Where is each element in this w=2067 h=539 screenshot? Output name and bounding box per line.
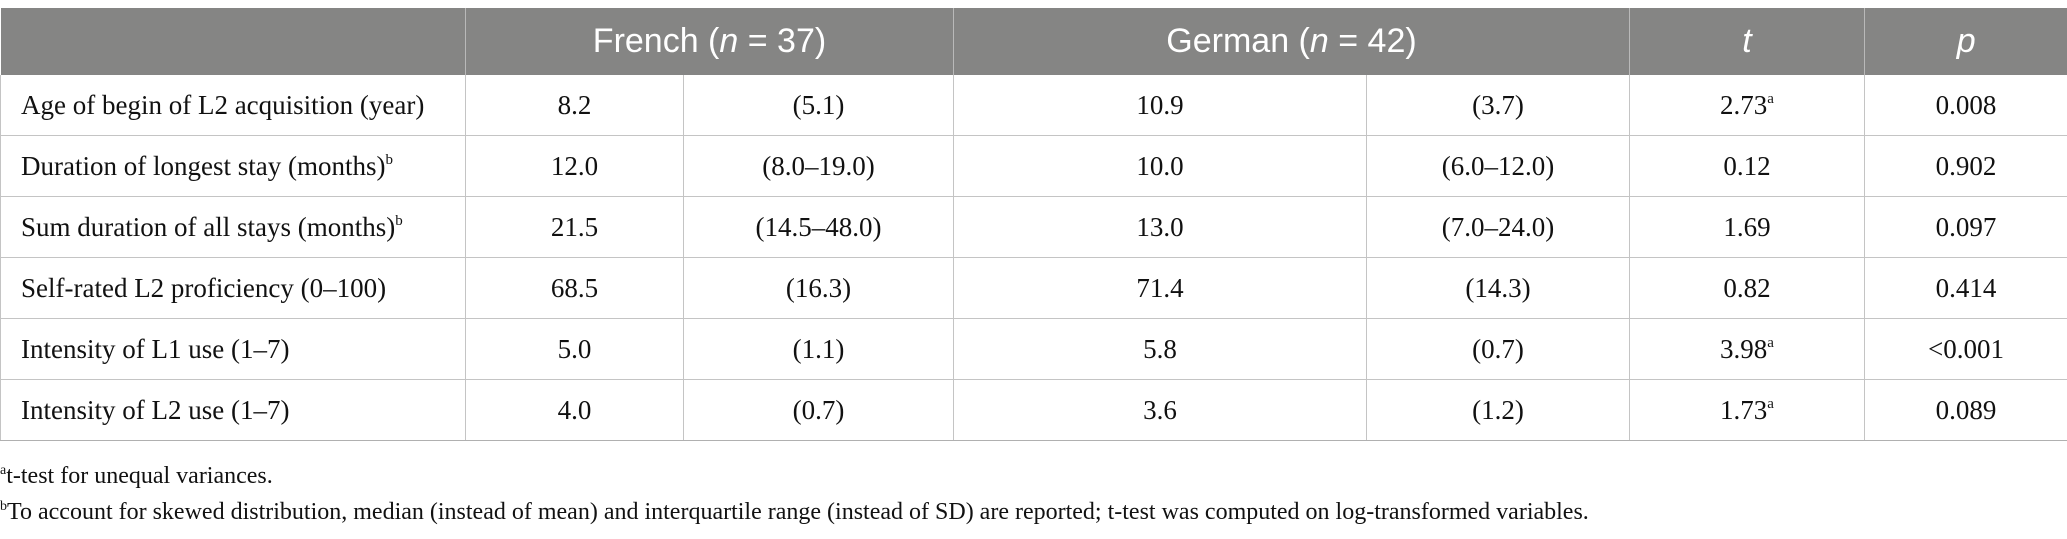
p-value: 0.902 <box>1864 135 2067 197</box>
table-row: Intensity of L2 use (1–7) 4.0 (0.7) 3.6 … <box>0 379 2067 441</box>
table-row: Duration of longest stay (months)b 12.0 … <box>0 135 2067 197</box>
row-label: Duration of longest stay (months)b <box>0 135 466 197</box>
p-value: 0.097 <box>1864 196 2067 258</box>
header-t: t <box>1629 8 1865 75</box>
french-spread: (1.1) <box>683 318 954 380</box>
german-spread: (6.0–12.0) <box>1366 135 1630 197</box>
german-value: 10.0 <box>953 135 1367 197</box>
german-spread: (3.7) <box>1366 75 1630 136</box>
data-table: French (n = 37) German (n = 42) t p Age … <box>0 8 2067 441</box>
german-value: 10.9 <box>953 75 1367 136</box>
german-spread: (1.2) <box>1366 379 1630 441</box>
header-p: p <box>1864 8 2067 75</box>
t-value: 0.12 <box>1629 135 1865 197</box>
p-value: <0.001 <box>1864 318 2067 380</box>
table-header: French (n = 37) German (n = 42) t p <box>0 8 2067 75</box>
german-spread: (0.7) <box>1366 318 1630 380</box>
table-row: Self-rated L2 proficiency (0–100) 68.5 (… <box>0 257 2067 319</box>
french-spread: (5.1) <box>683 75 954 136</box>
header-blank <box>0 8 466 75</box>
german-value: 71.4 <box>953 257 1367 319</box>
french-value: 21.5 <box>465 196 684 258</box>
header-german: German (n = 42) <box>953 8 1630 75</box>
row-label: Self-rated L2 proficiency (0–100) <box>0 257 466 319</box>
french-value: 8.2 <box>465 75 684 136</box>
p-value: 0.089 <box>1864 379 2067 441</box>
table-container: French (n = 37) German (n = 42) t p Age … <box>0 8 2067 441</box>
t-value: 1.73a <box>1629 379 1865 441</box>
row-label: Intensity of L2 use (1–7) <box>0 379 466 441</box>
table-row: Age of begin of L2 acquisition (year) 8.… <box>0 75 2067 136</box>
french-spread: (16.3) <box>683 257 954 319</box>
footnotes: at-test for unequal variances. bTo accou… <box>0 460 2060 532</box>
french-spread: (0.7) <box>683 379 954 441</box>
p-value: 0.008 <box>1864 75 2067 136</box>
table-row: Sum duration of all stays (months)b 21.5… <box>0 196 2067 258</box>
t-value: 3.98a <box>1629 318 1865 380</box>
row-label: Intensity of L1 use (1–7) <box>0 318 466 380</box>
t-value: 1.69 <box>1629 196 1865 258</box>
german-value: 13.0 <box>953 196 1367 258</box>
french-value: 68.5 <box>465 257 684 319</box>
t-value: 0.82 <box>1629 257 1865 319</box>
german-spread: (14.3) <box>1366 257 1630 319</box>
french-spread: (14.5–48.0) <box>683 196 954 258</box>
french-value: 5.0 <box>465 318 684 380</box>
t-value: 2.73a <box>1629 75 1865 136</box>
french-value: 4.0 <box>465 379 684 441</box>
german-value: 3.6 <box>953 379 1367 441</box>
p-value: 0.414 <box>1864 257 2067 319</box>
table-body: Age of begin of L2 acquisition (year) 8.… <box>0 75 2067 441</box>
german-value: 5.8 <box>953 318 1367 380</box>
header-row: French (n = 37) German (n = 42) t p <box>0 8 2067 75</box>
french-spread: (8.0–19.0) <box>683 135 954 197</box>
table-row: Intensity of L1 use (1–7) 5.0 (1.1) 5.8 … <box>0 318 2067 380</box>
german-spread: (7.0–24.0) <box>1366 196 1630 258</box>
header-french: French (n = 37) <box>465 8 954 75</box>
footnote-a: at-test for unequal variances. <box>0 463 273 489</box>
footnote-b: bTo account for skewed distribution, med… <box>0 499 1589 525</box>
row-label: Age of begin of L2 acquisition (year) <box>0 75 466 136</box>
row-label: Sum duration of all stays (months)b <box>0 196 466 258</box>
french-value: 12.0 <box>465 135 684 197</box>
